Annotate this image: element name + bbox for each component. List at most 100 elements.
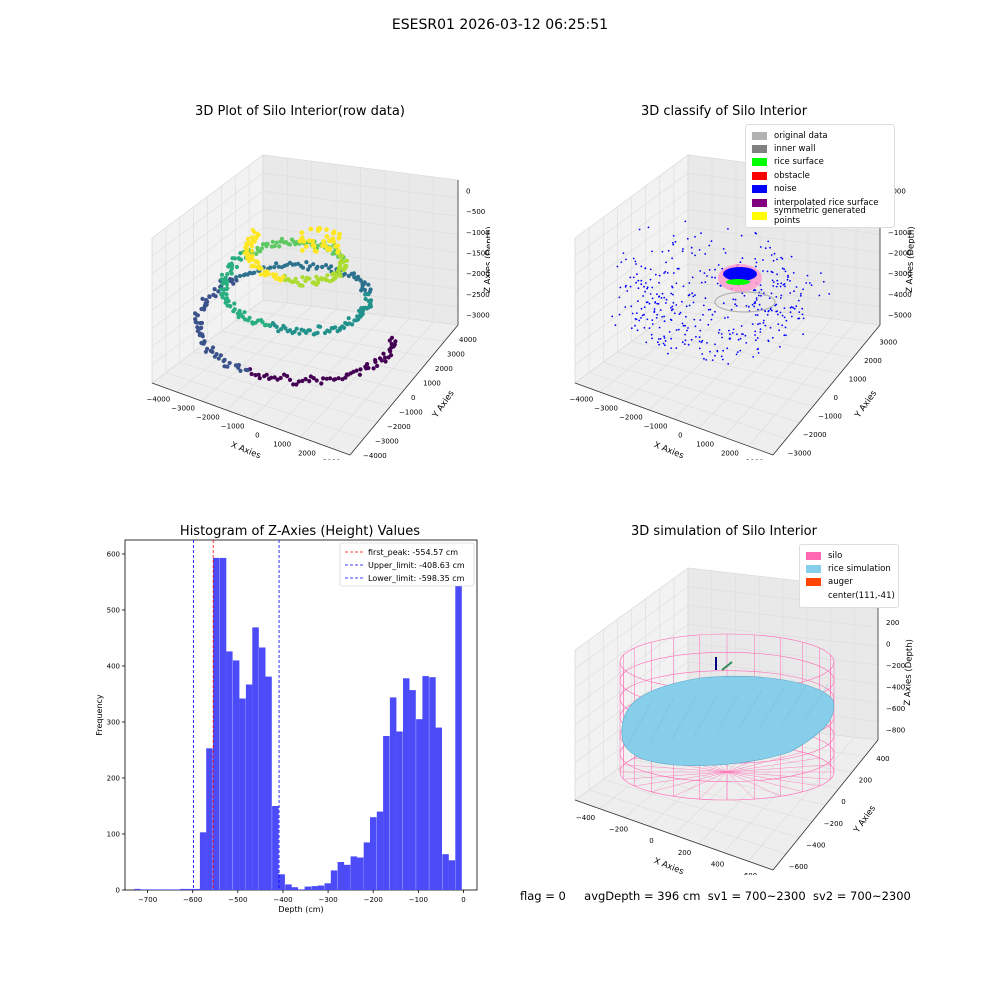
noise-point bbox=[721, 336, 723, 339]
raw-point bbox=[383, 359, 388, 364]
histogram-bar bbox=[239, 698, 246, 890]
noise-point bbox=[714, 354, 716, 357]
raw-point bbox=[238, 368, 243, 373]
z-tick-label: −1000 bbox=[466, 229, 490, 237]
noise-point bbox=[643, 285, 645, 288]
y-tick-label: 3000 bbox=[447, 351, 465, 359]
raw-point bbox=[363, 296, 368, 302]
noise-point bbox=[634, 260, 637, 263]
raw-point bbox=[373, 359, 378, 364]
raw-point bbox=[335, 329, 340, 334]
raw-point bbox=[352, 318, 357, 323]
raw-point bbox=[199, 320, 205, 326]
noise-point bbox=[640, 279, 643, 282]
histogram-bar bbox=[245, 684, 253, 890]
silo-floor-spoke bbox=[634, 771, 728, 787]
histogram-bar bbox=[272, 806, 279, 890]
noise-point bbox=[664, 344, 666, 347]
noise-point bbox=[694, 294, 696, 296]
noise-point bbox=[798, 311, 801, 313]
raw-point bbox=[336, 265, 342, 270]
legend-label: rice simulation bbox=[828, 564, 891, 575]
noise-point bbox=[764, 324, 767, 327]
noise-point bbox=[684, 220, 687, 223]
noise-point bbox=[753, 305, 756, 308]
noise-point bbox=[698, 340, 701, 343]
histogram-bar bbox=[173, 889, 181, 890]
y-axis-line bbox=[772, 324, 881, 456]
noise-point bbox=[648, 327, 651, 329]
legend-item: rice surface bbox=[752, 156, 888, 169]
grid-line bbox=[723, 734, 831, 853]
noise-point bbox=[672, 234, 675, 237]
raw-3d-plot: −4000−3000−2000−10000100020003000−4000−3… bbox=[147, 154, 490, 460]
raw-point bbox=[330, 272, 335, 277]
noise-point bbox=[755, 232, 758, 235]
noise-point bbox=[828, 293, 831, 295]
noise-point bbox=[709, 350, 711, 353]
x-tick-label: −3000 bbox=[171, 405, 195, 413]
x-tick-label: −4000 bbox=[147, 396, 171, 404]
noise-point bbox=[802, 317, 805, 320]
noise-point bbox=[741, 333, 743, 335]
noise-point bbox=[692, 295, 695, 298]
noise-point bbox=[776, 258, 778, 261]
noise-point bbox=[618, 313, 621, 316]
rice-mesh-line bbox=[693, 693, 719, 737]
noise-point bbox=[645, 341, 648, 344]
raw-point bbox=[321, 376, 326, 381]
silo-floor-spoke bbox=[726, 771, 820, 787]
y-tick-label: 0 bbox=[841, 798, 845, 806]
noise-point bbox=[698, 249, 701, 251]
silo-floor-spoke bbox=[726, 771, 755, 800]
raw-point bbox=[236, 315, 241, 320]
noise-point bbox=[634, 318, 637, 320]
rice-mesh-line bbox=[737, 689, 763, 731]
histogram-bar bbox=[376, 811, 384, 890]
noise-point bbox=[657, 303, 660, 305]
raw-point bbox=[279, 236, 285, 241]
noise-point bbox=[720, 355, 723, 358]
legend-item: obstacle bbox=[752, 169, 888, 182]
noise-point bbox=[783, 268, 785, 271]
raw-point bbox=[229, 271, 234, 276]
raw-point bbox=[272, 265, 277, 270]
x-axis-label: X Axies bbox=[652, 856, 685, 875]
noise-point bbox=[806, 274, 809, 277]
raw-point bbox=[301, 239, 307, 244]
noise-point bbox=[703, 272, 706, 274]
noise-point bbox=[625, 258, 627, 261]
raw-point bbox=[303, 244, 309, 249]
noise-point bbox=[745, 305, 748, 307]
z-tick-label: −500 bbox=[466, 208, 485, 216]
x-tick-label: −400 bbox=[273, 896, 292, 904]
noise-point bbox=[702, 313, 704, 316]
noise-point bbox=[684, 333, 686, 336]
noise-point bbox=[760, 294, 762, 297]
raw-point bbox=[250, 227, 255, 233]
raw-point bbox=[254, 251, 259, 256]
grid-line bbox=[659, 320, 854, 358]
noise-point bbox=[699, 319, 702, 321]
y-tick-label: 3000 bbox=[879, 338, 897, 346]
noise-point bbox=[670, 319, 673, 322]
x-tick-label: −4000 bbox=[570, 396, 594, 404]
noise-point bbox=[651, 297, 654, 300]
raw-point bbox=[327, 238, 332, 244]
y-tick-label: −1000 bbox=[818, 413, 842, 421]
raw-point bbox=[364, 366, 369, 371]
noise-point bbox=[644, 290, 646, 293]
noise-point bbox=[727, 228, 729, 230]
raw-point bbox=[368, 298, 373, 303]
raw-point bbox=[311, 332, 316, 337]
x-tick-label: −700 bbox=[138, 896, 157, 904]
histogram-bar bbox=[291, 887, 298, 890]
noise-point bbox=[770, 309, 773, 312]
noise-point bbox=[792, 272, 795, 274]
y-tick-label: 2000 bbox=[435, 365, 453, 373]
noise-point bbox=[727, 316, 729, 319]
x-axis-label: X Axies bbox=[652, 440, 685, 460]
noise-point bbox=[772, 285, 775, 287]
histogram-bar bbox=[455, 573, 462, 890]
noise-point bbox=[781, 324, 784, 327]
